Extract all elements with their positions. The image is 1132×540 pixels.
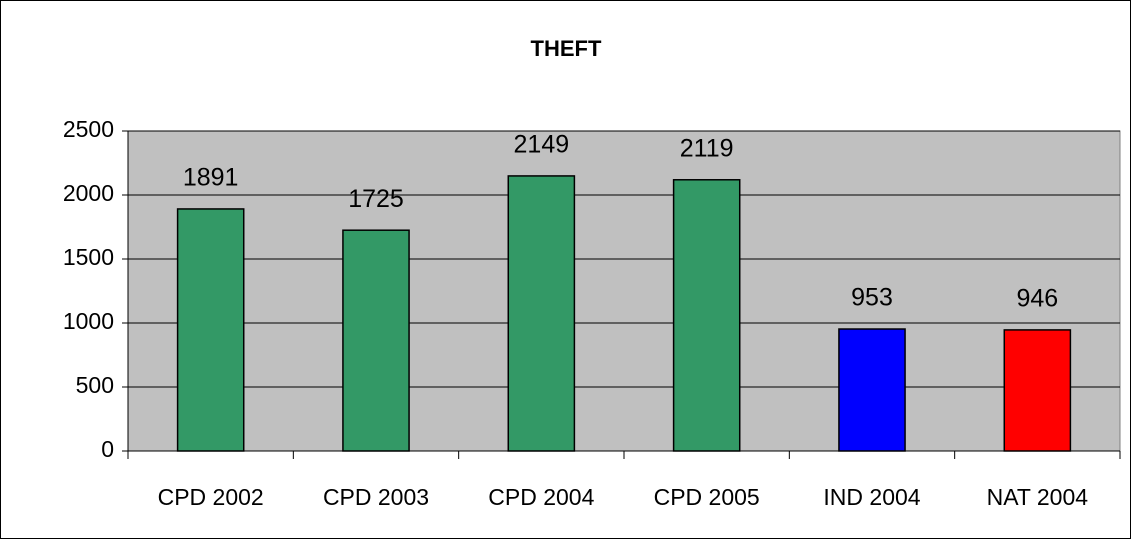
y-tick-label: 500 (76, 372, 114, 398)
data-label: 1891 (183, 164, 239, 192)
plot-area (127, 130, 1121, 452)
bar (176, 208, 245, 452)
x-tick-label: CPD 2004 (488, 484, 594, 510)
x-tick-label: CPD 2002 (158, 484, 264, 510)
y-tick-label: 1500 (63, 244, 114, 270)
x-tick-label: CPD 2005 (654, 484, 760, 510)
chart-title: THEFT (531, 36, 602, 61)
x-tick-label: NAT 2004 (987, 484, 1089, 510)
data-label: 1725 (348, 185, 404, 213)
data-label: 946 (1016, 285, 1058, 313)
bar (1003, 329, 1072, 452)
x-tick-label: CPD 2003 (323, 484, 429, 510)
bar (672, 179, 741, 452)
x-tick-label: IND 2004 (823, 484, 920, 510)
y-tick-label: 2500 (63, 116, 114, 142)
data-label: 953 (851, 284, 893, 312)
data-label: 2119 (680, 134, 734, 162)
y-tick-label: 2000 (63, 180, 114, 206)
bar (507, 175, 576, 452)
y-tick-label: 1000 (63, 308, 114, 334)
y-tick-label: 0 (101, 436, 114, 462)
data-label: 2149 (514, 131, 570, 159)
bar (838, 328, 906, 452)
bar (342, 229, 410, 452)
